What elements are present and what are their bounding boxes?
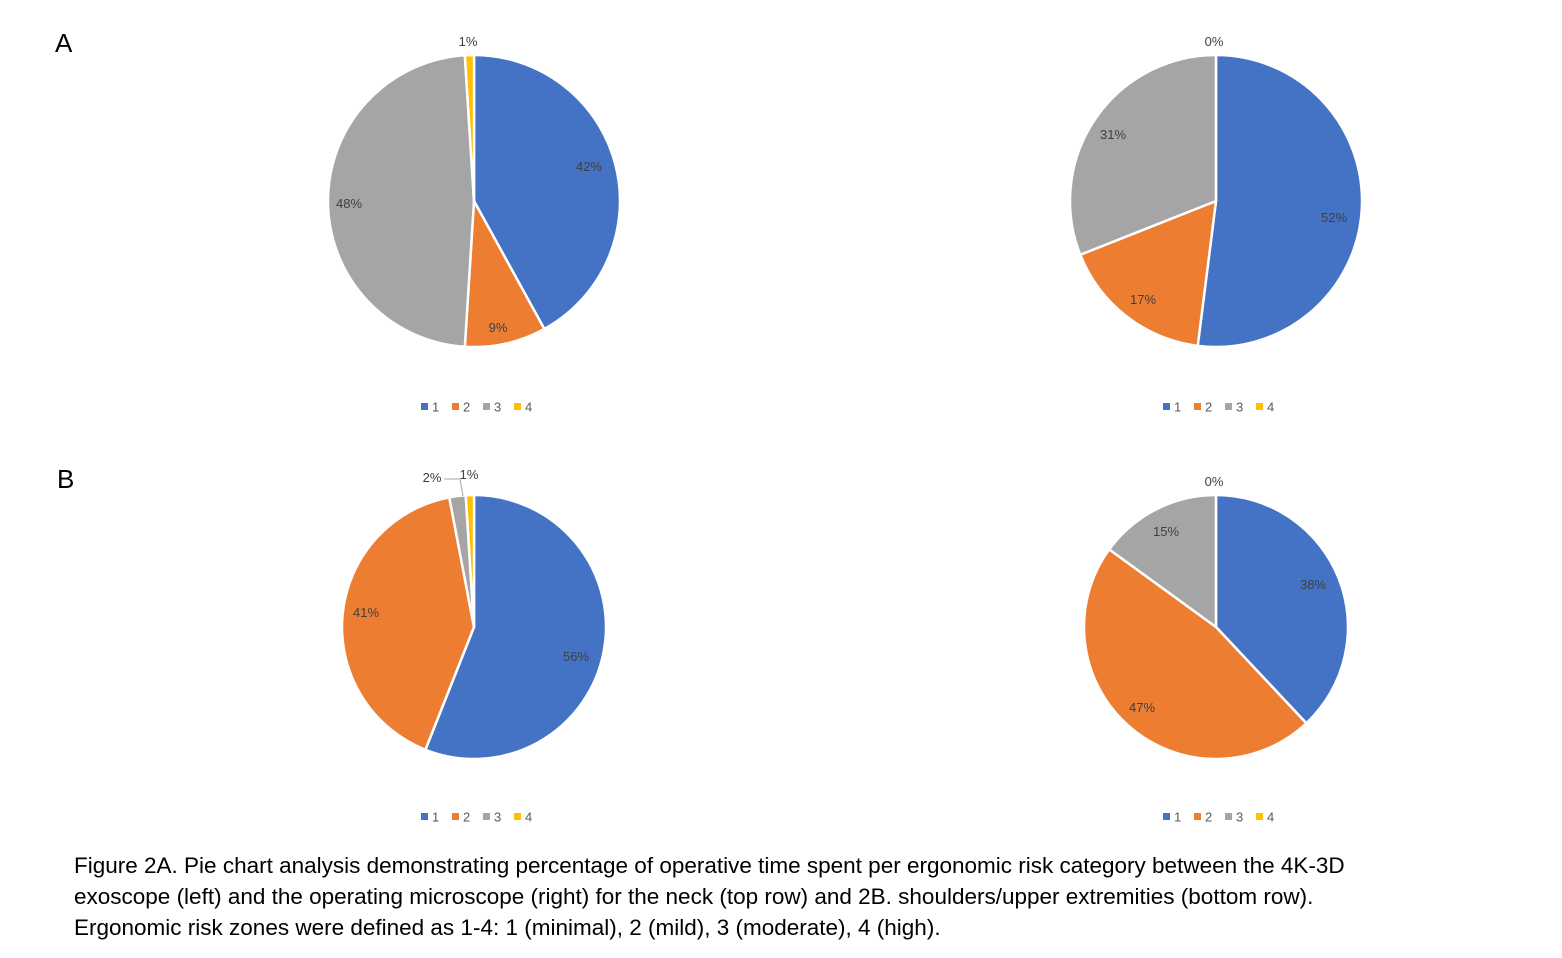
legend-label-1: 1 — [432, 400, 439, 415]
data-label-3: 48% — [336, 196, 362, 211]
pie-chart-b-left: 56% 41% 2% 1% 1 2 3 4 — [340, 467, 608, 825]
legend-label-4: 4 — [1267, 400, 1274, 415]
pie-slice-1 — [1214, 493, 1350, 725]
legend-label-1: 1 — [1174, 810, 1181, 825]
data-label-2: 47% — [1129, 700, 1155, 715]
legend-swatch-4 — [1256, 403, 1263, 410]
pie-charts-figure: 42% 9% 48% 1% 1 2 3 4 52% 17% 31% 0% 1 2 3 4 56% 41% 2% 1% 1… — [326, 34, 1364, 825]
legend-swatch-1 — [1163, 403, 1170, 410]
legend-label-4: 4 — [525, 400, 532, 415]
legend-swatch-4 — [514, 403, 521, 410]
pie-slice-3 — [1107, 493, 1218, 629]
pie-slice-1 — [472, 53, 622, 331]
pie-slice-2 — [340, 496, 476, 751]
data-label-4: 0% — [1205, 474, 1224, 489]
pie-chart-a-right: 52% 17% 31% 0% 1 2 3 4 — [1068, 34, 1364, 415]
data-label-3: 2% — [423, 470, 442, 485]
legend-label-2: 2 — [1205, 400, 1212, 415]
pie-chart-b-right: 38% 47% 15% 0% 1 2 3 4 — [1082, 474, 1350, 825]
pie-slice-3 — [326, 54, 476, 348]
chart-legend: 1 2 3 4 — [1163, 810, 1274, 825]
data-label-4: 0% — [1205, 34, 1224, 49]
data-label-3: 15% — [1153, 524, 1179, 539]
data-label-3: 31% — [1100, 127, 1126, 142]
pie-slice-1 — [424, 493, 608, 761]
legend-label-3: 3 — [1236, 810, 1243, 825]
legend-swatch-4 — [1256, 813, 1263, 820]
pie-slice-2 — [1082, 548, 1308, 761]
leader-line — [444, 478, 464, 497]
data-label-4: 1% — [460, 467, 479, 482]
data-label-1: 52% — [1321, 210, 1347, 225]
legend-label-2: 2 — [1205, 810, 1212, 825]
data-label-1: 42% — [576, 159, 602, 174]
caption-line-1: Figure 2A. Pie chart analysis demonstrat… — [74, 853, 1345, 878]
legend-label-2: 2 — [463, 400, 470, 415]
caption-line-2: exoscope (left) and the operating micros… — [74, 884, 1314, 909]
legend-swatch-4 — [514, 813, 521, 820]
legend-swatch-1 — [1163, 813, 1170, 820]
legend-label-3: 3 — [1236, 400, 1243, 415]
legend-swatch-2 — [1194, 813, 1201, 820]
legend-swatch-2 — [452, 403, 459, 410]
data-label-2: 41% — [353, 605, 379, 620]
pie-slice-2 — [463, 199, 546, 349]
panel-label-b: B — [57, 464, 75, 494]
chart-legend: 1 2 3 4 — [421, 400, 532, 415]
data-label-2: 17% — [1130, 292, 1156, 307]
chart-legend: 1 2 3 4 — [421, 810, 532, 825]
panel-label-a: A — [55, 28, 73, 58]
legend-swatch-3 — [1225, 813, 1232, 820]
legend-swatch-2 — [1194, 403, 1201, 410]
legend-label-3: 3 — [494, 810, 501, 825]
data-label-2: 9% — [489, 320, 508, 335]
pie-slice-2 — [1079, 199, 1218, 348]
legend-label-4: 4 — [1267, 810, 1274, 825]
legend-label-2: 2 — [463, 810, 470, 825]
chart-legend: 1 2 3 4 — [1163, 400, 1274, 415]
legend-label-4: 4 — [525, 810, 532, 825]
legend-swatch-2 — [452, 813, 459, 820]
pie-slice-3 — [1068, 53, 1218, 256]
legend-label-1: 1 — [1174, 400, 1181, 415]
legend-swatch-1 — [421, 813, 428, 820]
pie-slice-4 — [463, 53, 476, 203]
figure-caption: Figure 2A. Pie chart analysis demonstrat… — [74, 850, 1544, 943]
legend-swatch-3 — [483, 813, 490, 820]
legend-label-1: 1 — [432, 810, 439, 825]
legend-swatch-3 — [1225, 403, 1232, 410]
caption-line-3: Ergonomic risk zones were defined as 1-4… — [74, 915, 941, 940]
legend-label-3: 3 — [494, 400, 501, 415]
legend-swatch-1 — [421, 403, 428, 410]
data-label-1: 56% — [563, 649, 589, 664]
pie-slice-1 — [1196, 53, 1364, 349]
pie-chart-a-left: 42% 9% 48% 1% 1 2 3 4 — [326, 34, 622, 415]
data-label-1: 38% — [1300, 577, 1326, 592]
pie-slice-4 — [464, 493, 476, 629]
data-label-4: 1% — [459, 34, 478, 49]
legend-swatch-3 — [483, 403, 490, 410]
